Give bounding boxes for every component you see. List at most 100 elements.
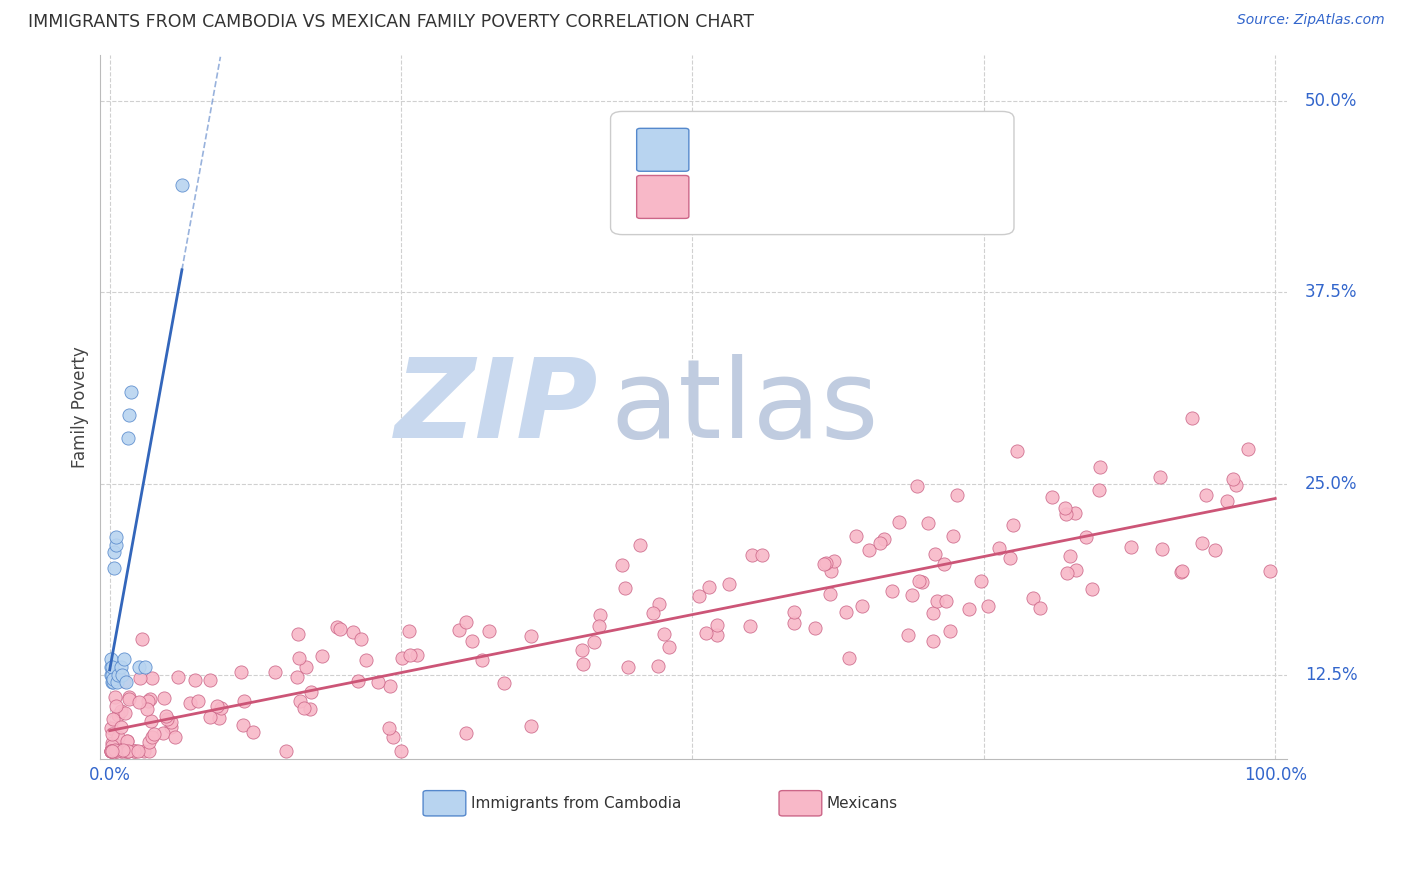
Point — [998, 551, 1021, 566]
Text: R = 0.663   N =  24: R = 0.663 N = 24 — [703, 141, 910, 159]
Point — [835, 605, 858, 619]
Point — [128, 660, 150, 674]
Point — [105, 698, 128, 713]
Point — [815, 556, 838, 570]
Point — [939, 624, 962, 639]
Point — [152, 690, 174, 705]
Point — [1056, 566, 1078, 580]
Point — [935, 594, 957, 608]
Point — [107, 730, 129, 744]
Point — [927, 594, 949, 608]
Point — [170, 178, 193, 193]
Point — [100, 744, 122, 758]
Text: ZIP: ZIP — [395, 353, 599, 460]
Point — [198, 710, 221, 724]
Point — [813, 557, 835, 571]
Point — [889, 515, 911, 529]
Point — [1181, 411, 1204, 425]
Point — [1222, 472, 1244, 486]
Point — [329, 622, 352, 636]
Y-axis label: Family Poverty: Family Poverty — [72, 346, 89, 468]
Point — [588, 619, 610, 633]
Point — [100, 660, 122, 674]
Point — [350, 632, 373, 647]
Text: Immigrants from Cambodia: Immigrants from Cambodia — [471, 796, 681, 811]
Point — [101, 675, 124, 690]
Point — [209, 701, 232, 715]
Point — [1195, 488, 1218, 502]
Point — [128, 671, 150, 685]
Point — [1028, 600, 1050, 615]
Point — [298, 702, 321, 716]
Point — [139, 714, 162, 728]
Point — [143, 727, 166, 741]
Point — [1237, 442, 1260, 457]
Point — [111, 667, 134, 681]
Point — [232, 718, 254, 732]
Point — [101, 739, 124, 753]
Point — [152, 726, 174, 740]
Point — [347, 674, 370, 689]
Point — [917, 516, 939, 530]
Point — [115, 733, 138, 747]
Point — [613, 581, 636, 595]
Point — [1170, 565, 1192, 579]
Point — [242, 725, 264, 739]
Point — [104, 744, 127, 758]
Point — [136, 694, 159, 708]
Point — [103, 713, 125, 727]
Point — [342, 624, 364, 639]
Point — [207, 698, 229, 713]
Point — [641, 606, 664, 620]
Point — [494, 676, 516, 690]
Point — [166, 670, 188, 684]
Point — [117, 692, 139, 706]
Point — [103, 560, 125, 574]
Point — [869, 536, 891, 550]
Point — [183, 673, 205, 687]
Point — [138, 735, 160, 749]
Text: 25.0%: 25.0% — [1305, 475, 1357, 492]
Point — [105, 675, 128, 690]
Point — [112, 673, 135, 688]
Point — [738, 619, 761, 633]
Text: IMMIGRANTS FROM CAMBODIA VS MEXICAN FAMILY POVERTY CORRELATION CHART: IMMIGRANTS FROM CAMBODIA VS MEXICAN FAMI… — [28, 13, 754, 31]
Point — [461, 634, 484, 648]
Point — [751, 548, 773, 562]
Point — [122, 744, 145, 758]
Point — [900, 588, 922, 602]
Point — [1119, 540, 1142, 554]
Point — [1040, 490, 1063, 504]
Point — [377, 721, 399, 735]
Point — [838, 651, 860, 665]
Point — [1001, 517, 1024, 532]
Text: Source: ZipAtlas.com: Source: ZipAtlas.com — [1237, 13, 1385, 28]
Point — [288, 694, 311, 708]
Point — [101, 660, 124, 674]
Point — [942, 529, 965, 543]
Point — [115, 734, 138, 748]
Point — [100, 744, 122, 758]
Point — [103, 744, 125, 758]
Point — [103, 545, 125, 559]
Point — [198, 673, 221, 687]
Point — [128, 694, 150, 708]
Point — [1059, 549, 1081, 564]
FancyBboxPatch shape — [610, 112, 1014, 235]
Text: 50.0%: 50.0% — [1305, 92, 1357, 110]
Point — [104, 744, 127, 758]
Point — [1171, 564, 1194, 578]
Text: Mexicans: Mexicans — [827, 796, 897, 811]
Point — [104, 530, 127, 544]
Point — [616, 660, 638, 674]
Point — [139, 692, 162, 706]
Point — [104, 690, 127, 704]
Point — [100, 744, 122, 758]
Point — [1081, 582, 1104, 596]
Point — [118, 408, 141, 422]
Point — [741, 548, 763, 562]
Point — [520, 629, 543, 643]
FancyBboxPatch shape — [637, 128, 689, 171]
Point — [101, 736, 124, 750]
Point — [924, 547, 946, 561]
